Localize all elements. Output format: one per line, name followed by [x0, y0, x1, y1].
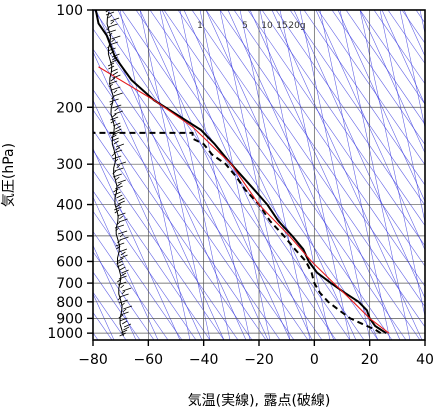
mixing-ratio-line [259, 10, 331, 340]
dry-adiabat-line [93, 251, 155, 340]
x-tick-label: −60 [134, 352, 164, 368]
dry-adiabat-line [359, 10, 425, 105]
dry-adiabat-line [107, 10, 337, 340]
mixing-ratio-labels: 1 5 10 15 20g [197, 21, 305, 31]
x-tick-label: −20 [244, 352, 274, 368]
mixing-ratio-label: 20g [288, 21, 305, 31]
mixing-ratio-label: 5 [242, 21, 248, 31]
moist-adiabat-line [359, 10, 425, 154]
moist-adiabat-line [93, 51, 225, 340]
dry-adiabat-line [93, 129, 239, 340]
dry-adiabat-line [430, 10, 435, 340]
mixing-ratio-label: 15 [276, 21, 287, 31]
reference-line [98, 66, 390, 334]
dry-adiabat-line [163, 10, 393, 340]
dewpoint-line [93, 131, 382, 335]
moist-adiabat-line [227, 10, 379, 340]
y-tick-label: 300 [56, 157, 83, 173]
mixing-ratio-line [279, 10, 351, 340]
dry-adiabat-line [93, 89, 267, 340]
moist-adiabat-line [426, 10, 435, 340]
moist-adiabat-line [315, 10, 425, 251]
moist-adiabat-line [293, 10, 425, 299]
dry-adiabat-line [93, 170, 211, 340]
y-tick-label: 100 [56, 3, 83, 19]
x-tick-label: −80 [78, 352, 108, 368]
moist-adiabat-line [161, 10, 313, 340]
y-tick-label: 1000 [47, 326, 83, 342]
y-tick-label: 500 [56, 229, 83, 245]
dry-adiabat-line [93, 48, 295, 340]
dry-adiabat-line [93, 190, 197, 340]
dry-adiabat-line [219, 10, 425, 308]
dry-adiabat-line [205, 10, 425, 328]
x-ticks: −80 −60 −40 −20 0 20 40 [78, 340, 434, 368]
dry-adiabat-line [149, 10, 379, 340]
dry-adiabat-line [317, 10, 425, 166]
dry-adiabat-line [121, 10, 351, 340]
y-tick-label: 800 [56, 295, 83, 311]
dry-adiabat-line [289, 10, 425, 206]
dry-adiabat-line [303, 10, 425, 186]
dry-adiabat-line [93, 68, 281, 340]
moist-adiabat-line [93, 196, 159, 340]
mixing-ratio-line [379, 10, 425, 224]
dry-adiabat-line [135, 10, 365, 340]
mixing-ratio-line [159, 10, 231, 340]
profile-lines [93, 10, 390, 335]
x-tick-label: 0 [310, 352, 319, 368]
y-tick-label: 400 [56, 198, 83, 214]
dry-adiabat-line [93, 109, 253, 340]
mixing-ratio-line [239, 10, 311, 340]
dry-adiabat-line [191, 10, 421, 340]
x-tick-label: −40 [189, 352, 219, 368]
wind-barb-staff [106, 11, 124, 337]
moist-adiabat-line [93, 99, 203, 340]
mixing-ratio-line [399, 10, 425, 130]
mixing-ratio-label: 1 [197, 21, 203, 31]
dry-adiabat-line [261, 10, 425, 247]
moist-adiabat-line [271, 10, 423, 340]
moist-adiabat-line [337, 10, 425, 203]
mixing-ratio-line [299, 10, 371, 340]
dry-adiabat-line [177, 10, 407, 340]
y-tick-label: 600 [56, 254, 83, 270]
dry-adiabat-line [345, 10, 425, 125]
background-lines [93, 10, 435, 340]
x-tick-label: 40 [416, 352, 434, 368]
moist-adiabat-line [117, 10, 269, 340]
y-tick-label: 700 [56, 276, 83, 292]
x-axis-label: 気温(実線), 露点(破線) [188, 393, 331, 409]
temperature-line [94, 10, 387, 335]
y-tick-label: 200 [56, 100, 83, 116]
moist-adiabat-line [381, 10, 425, 106]
mixing-ratio-line [319, 10, 391, 340]
dry-adiabat-line [93, 271, 141, 340]
dry-adiabat-line [93, 28, 309, 340]
y-axis-label: 気圧(hPa) [1, 143, 17, 207]
mixing-ratio-line [179, 10, 251, 340]
moist-adiabat-line [205, 10, 357, 340]
moist-adiabat-line [249, 10, 401, 340]
mixing-ratio-line [219, 10, 291, 340]
dry-adiabat-line [93, 210, 183, 340]
grid [93, 10, 425, 340]
dry-adiabat-line [93, 149, 225, 340]
moist-adiabat-line [93, 147, 181, 340]
mixing-ratio-line [359, 10, 425, 318]
dry-adiabat-line [373, 10, 425, 85]
mixing-ratio-line [139, 10, 211, 340]
mixing-ratio-line [119, 10, 191, 340]
dry-adiabat-line [93, 230, 169, 340]
dry-adiabat-line [247, 10, 425, 267]
moist-adiabat-line [93, 244, 137, 340]
x-tick-label: 20 [361, 352, 379, 368]
mixing-ratio-line [339, 10, 411, 340]
mixing-ratio-label: 10 [261, 21, 273, 31]
dry-adiabat-line [93, 10, 323, 340]
y-tick-label: 900 [56, 311, 83, 327]
dry-adiabat-line [233, 10, 425, 287]
